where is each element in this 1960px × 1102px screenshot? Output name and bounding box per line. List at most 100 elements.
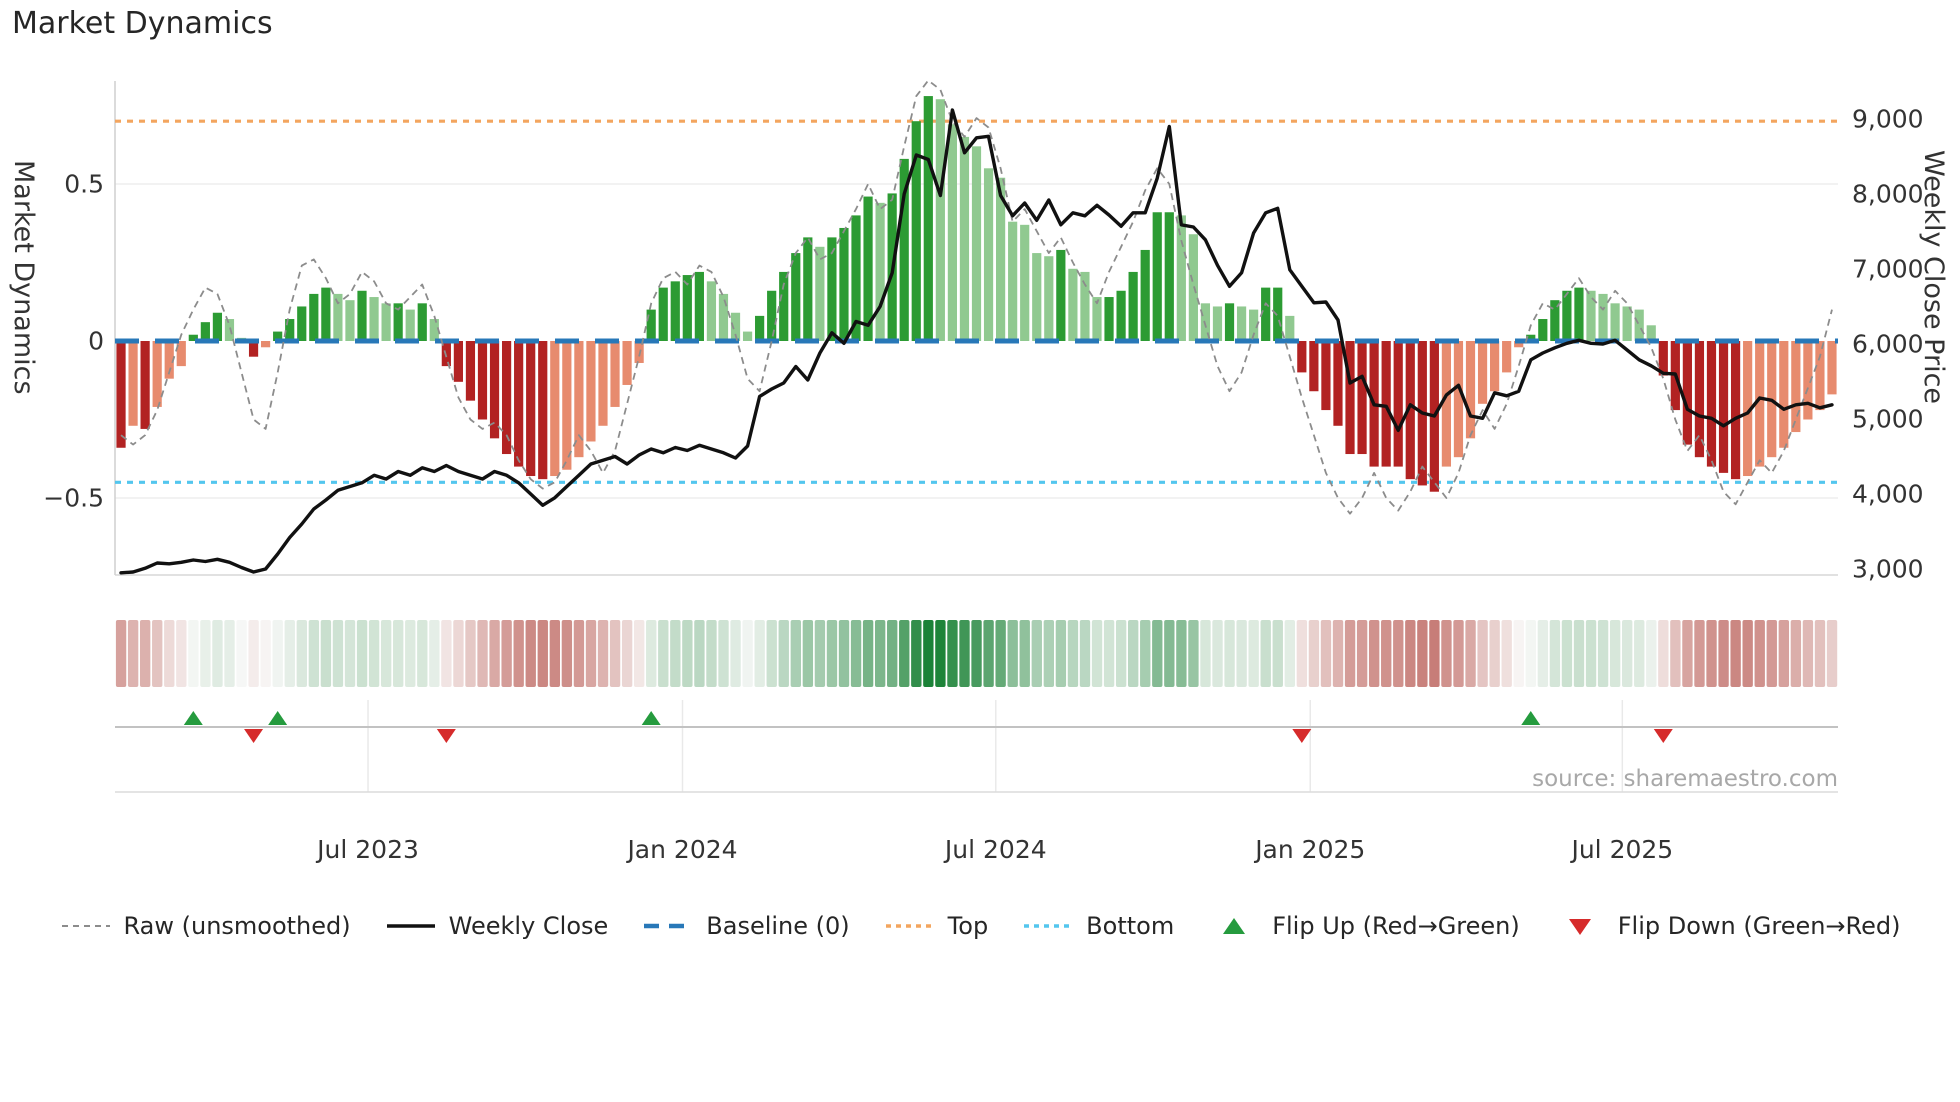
heatmap-cell (139, 620, 151, 687)
heatmap-cell (1718, 620, 1729, 687)
heatmap-cell (513, 620, 524, 687)
oscillator-bar (441, 341, 451, 367)
heatmap-cell (838, 620, 850, 687)
oscillator-bar (1176, 215, 1186, 341)
oscillator-bar (526, 341, 536, 477)
heatmap-cell (862, 620, 874, 687)
heatmap-cell (224, 620, 235, 687)
heatmap-cell (1597, 620, 1609, 687)
oscillator-bar (730, 312, 741, 341)
flip-down-marker (436, 729, 456, 743)
heatmap-cell (706, 620, 717, 687)
heatmap-cell (1489, 620, 1500, 687)
raw-unsmoothed-line (120, 79, 1833, 515)
oscillator-bar (1526, 334, 1536, 341)
heatmap-cell (356, 620, 368, 687)
heatmap-cell (380, 620, 392, 687)
oscillator-bar (1092, 297, 1102, 341)
oscillator-bar (1453, 341, 1464, 458)
heatmap-cell (549, 620, 561, 687)
heatmap-cell (874, 620, 886, 687)
heatmap-cell (344, 620, 356, 687)
oscillator-bar (164, 341, 174, 379)
oscillator-bar (1104, 297, 1114, 341)
legend-label: Flip Up (Red→Green) (1272, 912, 1520, 940)
heatmap-cell (802, 620, 814, 687)
heatmap-cell (1296, 620, 1308, 687)
oscillator-bar (646, 309, 656, 341)
page-title: Market Dynamics (12, 6, 273, 41)
oscillator-bar (1610, 303, 1620, 341)
oscillator-bar (1044, 256, 1054, 341)
weekly-close-swatch-icon (386, 924, 435, 928)
heatmap-cell (1152, 620, 1163, 687)
oscillator-bar (1080, 271, 1090, 341)
right-axis-title: Weekly Close Price (1918, 150, 1949, 405)
heatmap-cell (1634, 620, 1645, 687)
oscillator-bar (514, 341, 524, 467)
heatmap-cell (1694, 620, 1705, 687)
heatmap-cell (1344, 620, 1356, 687)
heatmap-cell (152, 620, 163, 687)
legend-item-top: Top (884, 912, 988, 940)
heatmap-cell (1561, 620, 1573, 687)
heatmap-cell (1272, 620, 1283, 687)
heatmap-cell (393, 620, 404, 687)
heatmap-cell (1682, 620, 1693, 687)
right-tick-label: 4,000 (1852, 480, 1924, 509)
oscillator-bar (1321, 341, 1331, 411)
heatmap-cell (429, 620, 440, 687)
top-swatch-icon (885, 924, 934, 928)
heatmap-cell (248, 620, 259, 687)
flip-down-marker (244, 729, 264, 743)
oscillator-bar (140, 341, 150, 429)
oscillator-bar (200, 322, 210, 341)
heatmap-cell (1754, 620, 1765, 687)
oscillator-bar (393, 303, 403, 341)
heatmap-cell (1814, 620, 1826, 687)
oscillator-bar (959, 136, 970, 341)
oscillator-bar (381, 303, 391, 341)
heatmap-cell (1043, 620, 1055, 687)
oscillator-bar (1152, 212, 1162, 341)
legend-label: Raw (unsmoothed) (123, 912, 351, 940)
heatmap-cell (682, 620, 693, 687)
heatmap-cell (296, 620, 307, 687)
oscillator-bar (248, 341, 259, 357)
oscillator-bar (489, 341, 500, 439)
legend-label: Baseline (0) (706, 912, 850, 940)
heatmap-cell (1549, 620, 1561, 687)
flip-down-marker (1653, 729, 1673, 743)
oscillator-bar (465, 341, 476, 401)
heatmap-cell (1573, 620, 1585, 687)
oscillator-bar (1718, 341, 1729, 473)
heatmap-cell (1501, 620, 1512, 687)
oscillator-bar (1730, 341, 1741, 480)
heatmap-cell (887, 620, 898, 687)
heatmap-cell (923, 620, 934, 687)
heatmap-cell (658, 620, 669, 687)
oscillator-bar (815, 246, 825, 341)
oscillator-bar (682, 275, 692, 341)
oscillator-bar (345, 300, 355, 341)
oscillator-bar (1598, 293, 1608, 341)
heatmap-cell (1140, 620, 1151, 687)
heatmap-cell (1537, 620, 1549, 687)
oscillator-bar (128, 341, 138, 426)
oscillator-bar (1128, 271, 1138, 341)
heatmap-cell (1260, 620, 1271, 687)
flip-marker-panel (115, 700, 1838, 793)
heatmap-cell (1393, 620, 1404, 687)
heatmap-cell (465, 620, 476, 687)
heatmap-cell (1646, 620, 1657, 687)
legend-item-baseline: Baseline (0) (642, 912, 850, 940)
heatmap-cell (1778, 620, 1790, 687)
heatmap-cell (790, 620, 801, 687)
right-tick-label: 5,000 (1852, 405, 1924, 434)
heatmap-cell (332, 620, 344, 687)
heatmap-cell (778, 620, 789, 687)
legend-item-weekly-close: Weekly Close (385, 912, 608, 940)
oscillator-bar (1791, 341, 1801, 433)
heatmap-cell (115, 620, 127, 687)
heatmap-cell (1609, 620, 1621, 687)
